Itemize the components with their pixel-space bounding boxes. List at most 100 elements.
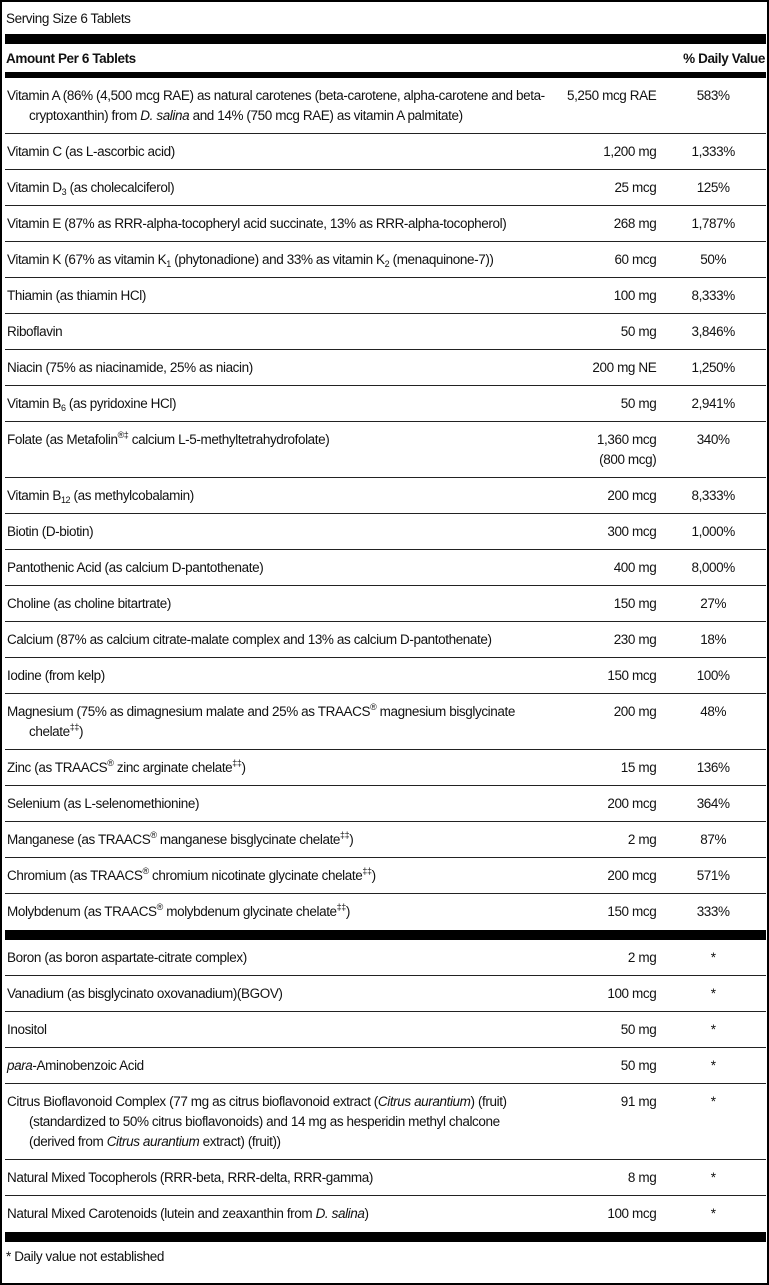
- nutrient-name: Vitamin A (86% (4,500 mcg RAE) as natura…: [5, 86, 548, 126]
- name-segment: calcium L-5-methyltetrahydrofolate): [128, 432, 330, 447]
- name-segment: Iodine (from kelp): [7, 668, 105, 683]
- name-segment: 2: [384, 259, 390, 269]
- nutrient-amount: 60 mcg: [548, 250, 656, 270]
- daily-value: *: [710, 986, 716, 1001]
- name-segment: (as cholecalciferol): [66, 180, 175, 195]
- name-segment: Citrus aurantium: [377, 1094, 471, 1109]
- name-segment: ): [371, 868, 377, 883]
- daily-value: 8,333%: [691, 288, 735, 303]
- name-segment: ): [364, 1206, 370, 1221]
- table-header: Amount Per 6 Tablets % Daily Value: [2, 44, 767, 72]
- divider-bar: [5, 930, 766, 940]
- amount-value: 230 mg: [613, 632, 657, 647]
- amount-value: 200 mg: [613, 704, 657, 719]
- nutrient-name: Citrus Bioflavonoid Complex (77 mg as ci…: [5, 1092, 548, 1152]
- name-segment: ‡‡: [362, 866, 372, 876]
- name-segment: D. salina: [140, 108, 190, 123]
- name-segment: Riboflavin: [7, 324, 63, 339]
- amount-value: 400 mg: [613, 560, 657, 575]
- name-segment: ®: [150, 830, 157, 840]
- name-segment: Chromium (as TRAACS: [7, 868, 143, 883]
- amount-value: 200 mcg: [607, 868, 657, 883]
- name-segment: (as methylcobalamin): [70, 488, 195, 503]
- nutrient-amount: 2 mg: [548, 830, 657, 850]
- name-segment: -Aminobenzoic Acid: [32, 1058, 144, 1073]
- name-segment: magnesium bisglycinate chelate: [29, 704, 515, 739]
- table-row: Biotin (D-biotin) 300 mcg 1,000%: [5, 514, 766, 550]
- nutrient-name: Niacin (75% as niacinamide, 25% as niaci…: [5, 358, 548, 378]
- daily-value: 18%: [700, 632, 727, 647]
- amount-value: 2 mg: [627, 832, 657, 847]
- amount-value: 25 mcg: [614, 180, 657, 195]
- amount-value: 150 mcg: [607, 904, 657, 919]
- table-row: Pantothenic Acid (as calcium D-pantothen…: [5, 550, 766, 586]
- nutrient-amount: 25 mcg: [548, 178, 657, 198]
- table-row: Vitamin B6 (as pyridoxine HCl) 50 mg 2,941…: [5, 386, 766, 422]
- nutrient-name: Vitamin C (as L-ascorbic acid): [5, 142, 548, 162]
- daily-value-header: % Daily Value: [683, 51, 765, 66]
- name-segment: Molybdenum (as TRAACS: [7, 904, 157, 919]
- table-row: Vitamin K (67% as vitamin K1 (phytonadio…: [5, 242, 766, 278]
- nutrient-name: para-Aminobenzoic Acid: [5, 1056, 548, 1076]
- nutrient-amount: 2 mg: [548, 948, 657, 968]
- name-segment: ®: [142, 866, 149, 876]
- name-segment: D. salina: [315, 1206, 365, 1221]
- nutrient-amount: 200 mcg: [548, 866, 657, 886]
- amount-value: 1,200 mg: [603, 144, 657, 159]
- amount-value: 2 mg: [627, 950, 657, 965]
- daily-value: 571%: [696, 868, 730, 883]
- nutrient-name: Pantothenic Acid (as calcium D-pantothen…: [5, 558, 548, 578]
- name-segment: Natural Mixed Carotenoids (lutein and ze…: [7, 1206, 316, 1221]
- daily-value: 87%: [700, 832, 727, 847]
- vitamins-minerals-section: Vitamin A (86% (4,500 mcg RAE) as natura…: [2, 78, 767, 930]
- amount-value: 50 mg: [620, 1058, 657, 1073]
- name-segment: Vanadium (as bisglycinato oxovanadium)(B…: [7, 986, 283, 1001]
- name-segment: Manganese (as TRAACS: [7, 832, 151, 847]
- other-ingredients-section: Boron (as boron aspartate-citrate comple…: [2, 940, 767, 1232]
- name-segment: Vitamin D: [7, 180, 62, 195]
- divider-bar: [5, 1232, 766, 1242]
- nutrient-amount: 50 mg: [548, 1056, 657, 1076]
- name-segment: Vitamin C (as L-ascorbic acid): [7, 144, 175, 159]
- table-row: Boron (as boron aspartate-citrate comple…: [5, 940, 766, 976]
- daily-value: 340%: [696, 432, 730, 447]
- daily-value: 1,787%: [691, 216, 735, 231]
- nutrient-name: Folate (as Metafolin®‡ calcium L-5-methy…: [5, 430, 548, 470]
- name-segment: ®: [156, 902, 164, 912]
- amount-value: 150 mcg: [607, 668, 657, 683]
- amount-value: 200 mg NE: [592, 360, 657, 375]
- name-segment: Folate (as Metafolin: [7, 432, 118, 447]
- footnote: * Daily value not established: [6, 1249, 165, 1264]
- nutrient-name: Zinc (as TRAACS® zinc arginate chelate‡‡…: [5, 758, 548, 778]
- nutrient-name: Molybdenum (as TRAACS® molybdenum glycin…: [5, 902, 548, 923]
- daily-value: *: [710, 1094, 716, 1109]
- nutrient-amount: 300 mcg: [548, 522, 657, 542]
- daily-value: 8,000%: [691, 560, 735, 575]
- daily-value: 1,333%: [691, 144, 735, 159]
- nutrient-amount: 150 mcg: [548, 902, 657, 923]
- name-segment: extract) (fruit)): [199, 1134, 281, 1149]
- name-segment: Citrus Bioflavonoid Complex (77 mg as ci…: [7, 1094, 378, 1109]
- nutrient-name: Boron (as boron aspartate-citrate comple…: [5, 948, 548, 968]
- table-row: Choline (as choline bitartrate) 150 mg 27%: [5, 586, 766, 622]
- name-segment: Zinc (as TRAACS: [7, 760, 108, 775]
- name-segment: Selenium (as L-selenomethionine): [7, 796, 200, 811]
- amount-value: 300 mcg: [607, 524, 657, 539]
- nutrient-name: Selenium (as L-selenomethionine): [5, 794, 548, 814]
- amount-value: 91 mg: [620, 1094, 657, 1109]
- nutrient-amount: 15 mg: [548, 758, 657, 778]
- name-segment: Inositol: [7, 1022, 47, 1037]
- table-row: Riboflavin 50 mg 3,846%: [5, 314, 766, 350]
- nutrient-amount: 150 mg: [548, 594, 657, 614]
- table-row: Manganese (as TRAACS® manganese bisglyci…: [5, 822, 766, 858]
- amount-value: 5,250 mcg RAE: [566, 88, 657, 103]
- nutrient-amount: 150 mcg: [548, 666, 657, 686]
- nutrient-name: Iodine (from kelp): [5, 666, 548, 686]
- daily-value: 583%: [696, 88, 730, 103]
- amount-value: 50 mg: [620, 1022, 657, 1037]
- daily-value: 3,846%: [691, 324, 735, 339]
- name-segment: Niacin (75% as niacinamide, 25% as niaci…: [7, 360, 253, 375]
- daily-value: 364%: [696, 796, 730, 811]
- daily-value: 125%: [696, 180, 730, 195]
- name-segment: ‡‡: [232, 758, 242, 768]
